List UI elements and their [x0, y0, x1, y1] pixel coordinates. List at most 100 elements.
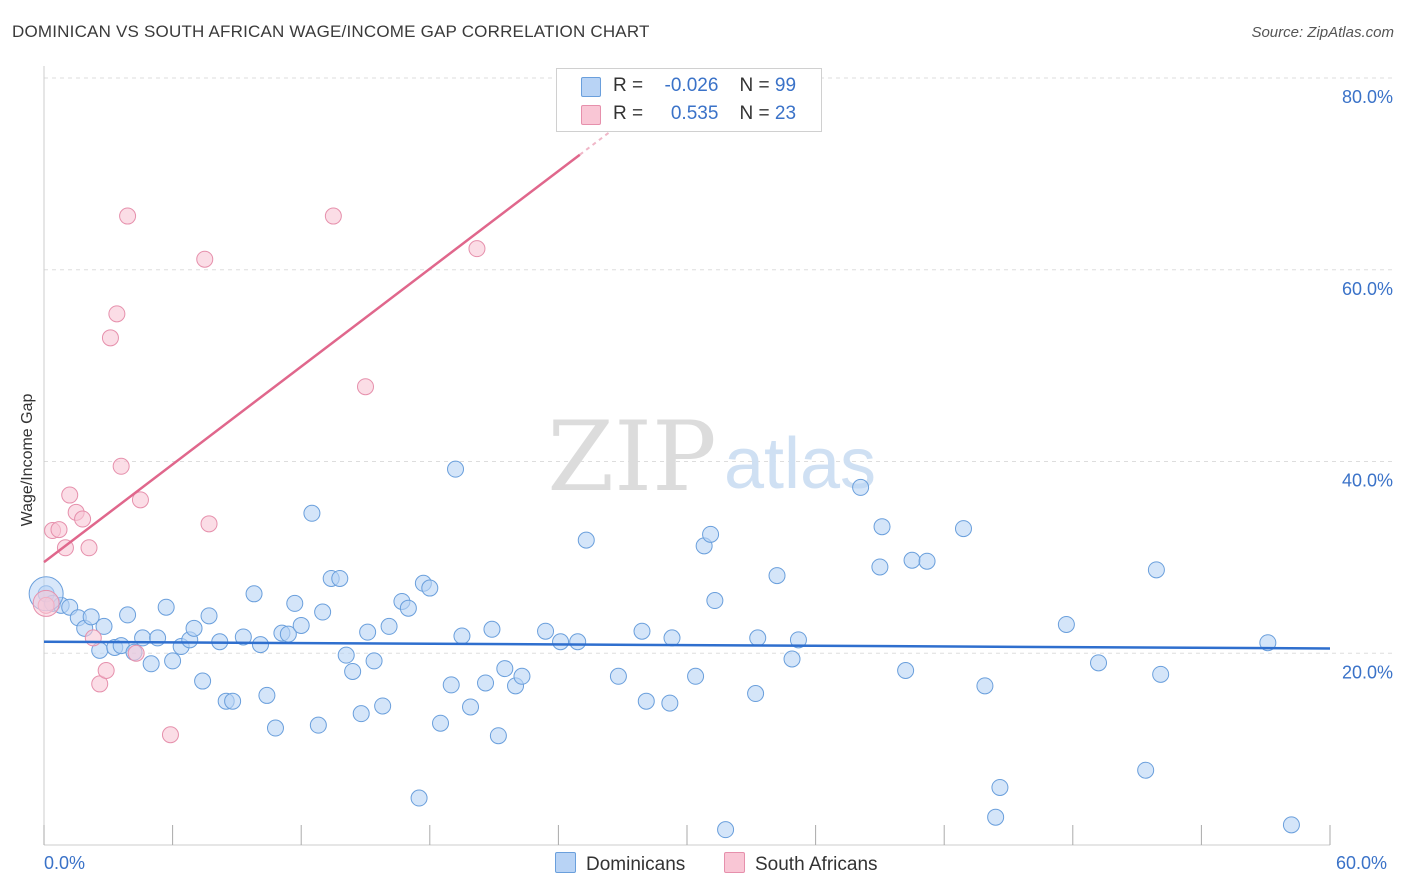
- south-africans-point: [61, 486, 79, 504]
- south-africans-point: [119, 207, 137, 225]
- y-tick-label: 20.0%: [1342, 662, 1393, 682]
- legend-n-label: N =: [739, 75, 770, 96]
- dominicans-point: [577, 531, 595, 549]
- dominicans-point: [421, 579, 439, 597]
- dominicans-point: [352, 705, 370, 723]
- bottom-legend-label: Dominicans: [586, 854, 686, 875]
- legend-n-value: 99: [774, 75, 797, 96]
- dominicans-point: [717, 821, 735, 839]
- dominicans-point: [309, 716, 327, 734]
- south-africans-point: [108, 305, 126, 323]
- legend-swatch-south-africans: [581, 105, 601, 125]
- dominicans-point: [157, 598, 175, 616]
- south-africans-point: [357, 378, 374, 396]
- dominicans-point: [873, 518, 891, 536]
- y-axis-label: Wage/Income Gap: [19, 393, 36, 527]
- legend-n-label: N =: [739, 103, 770, 124]
- dominicans-trend-line: [43, 640, 1331, 650]
- bottom-legend-swatch-dominicans: [555, 852, 576, 873]
- dominicans-point: [1282, 816, 1300, 834]
- dominicans-point: [286, 594, 304, 612]
- south-africans-point: [127, 644, 145, 662]
- dominicans-point: [871, 558, 889, 576]
- south-africans-point: [80, 539, 98, 557]
- dominicans-point: [789, 631, 807, 649]
- dominicans-point: [359, 623, 377, 641]
- legend-r-label: R =: [613, 103, 644, 124]
- dominicans-point: [852, 478, 870, 496]
- watermark: ZIP atlas: [547, 401, 876, 513]
- dominicans-point: [661, 694, 679, 712]
- watermark-zip: ZIP: [547, 401, 716, 513]
- south-africans-points: [32, 207, 486, 744]
- dominicans-point: [292, 616, 310, 634]
- south-africans-point: [131, 491, 149, 509]
- south-africans-point: [84, 629, 102, 647]
- bottom-legend-label: South Africans: [755, 854, 878, 875]
- dominicans-point: [496, 660, 514, 678]
- y-tick-label: 60.0%: [1342, 279, 1393, 299]
- dominicans-point: [447, 460, 465, 478]
- south-africans-point: [74, 510, 92, 528]
- x-tick-label-min: 0.0%: [44, 853, 86, 873]
- dominicans-point: [1137, 761, 1155, 779]
- dominicans-point: [1057, 615, 1075, 633]
- dominicans-point: [1090, 654, 1108, 672]
- south-africans-point: [468, 240, 486, 258]
- dominicans-point: [303, 504, 321, 522]
- dominicans-point: [258, 686, 276, 704]
- dominicans-point: [194, 672, 212, 690]
- dominicans-point: [331, 569, 349, 587]
- dominicans-point: [747, 685, 765, 703]
- legend-r-label: R =: [613, 75, 644, 96]
- dominicans-point: [687, 667, 705, 685]
- source-label: Source: ZipAtlas.com: [1251, 24, 1394, 41]
- south-africans-point: [32, 589, 60, 617]
- dominicans-point: [637, 692, 655, 710]
- dominicans-point: [462, 698, 480, 716]
- dominicans-point: [365, 652, 383, 670]
- dominicans-point: [483, 620, 501, 638]
- legend-n-value: 23: [774, 103, 797, 124]
- south-africans-point: [161, 726, 179, 744]
- south-africans-point: [200, 515, 218, 533]
- dominicans-point: [266, 719, 284, 737]
- dominicans-point: [702, 525, 720, 543]
- dominicans-point: [513, 667, 531, 685]
- dominicans-point: [609, 667, 627, 685]
- dominicans-point: [991, 778, 1009, 796]
- y-tick-label: 80.0%: [1342, 87, 1393, 107]
- bottom-legend-dominicans[interactable]: Dominicans: [555, 852, 685, 876]
- dominicans-point: [663, 629, 681, 647]
- south-africans-point: [112, 457, 130, 475]
- dominicans-point: [95, 617, 113, 635]
- bottom-legend-swatch-south-africans: [724, 852, 745, 873]
- dominicans-point: [706, 592, 724, 610]
- dominicans-point: [432, 714, 450, 732]
- dominicans-point: [537, 622, 555, 640]
- dominicans-point: [374, 697, 392, 715]
- legend-r-value: -0.026: [664, 75, 719, 96]
- dominicans-point: [245, 585, 263, 603]
- grid-layer: [44, 77, 1392, 654]
- dominicans-point: [489, 727, 507, 745]
- dominicans-point: [954, 520, 972, 538]
- legend-swatch-dominicans: [581, 77, 601, 97]
- x-tick-label-max: 60.0%: [1336, 853, 1388, 873]
- dominicans-point: [380, 617, 398, 635]
- south-africans-point: [101, 329, 119, 347]
- dominicans-point: [82, 608, 100, 626]
- dominicans-point: [987, 808, 1005, 826]
- legend-r-value: 0.535: [670, 103, 719, 124]
- bottom-legend-south-africans[interactable]: South Africans: [724, 852, 878, 876]
- dominicans-point: [142, 655, 160, 673]
- chart-title: DOMINICAN VS SOUTH AFRICAN WAGE/INCOME G…: [12, 22, 650, 41]
- dominicans-point: [185, 619, 203, 637]
- dominicans-point: [442, 676, 460, 694]
- dominicans-point: [314, 603, 332, 621]
- dominicans-point: [1259, 634, 1277, 652]
- dominicans-point: [1147, 561, 1165, 579]
- dominicans-point: [410, 789, 428, 807]
- y-tick-label: 40.0%: [1342, 471, 1393, 491]
